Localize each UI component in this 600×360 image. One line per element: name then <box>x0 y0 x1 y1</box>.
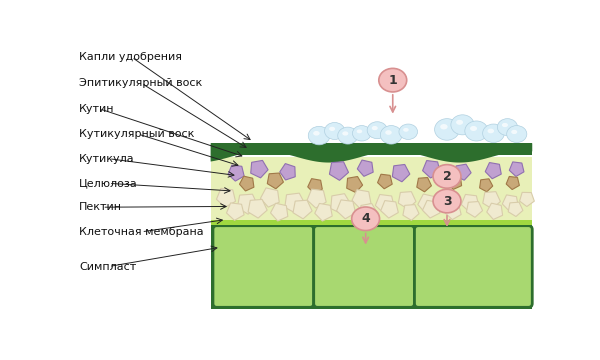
Polygon shape <box>422 161 440 178</box>
Ellipse shape <box>511 130 517 134</box>
Polygon shape <box>520 192 535 207</box>
Text: Пектин: Пектин <box>79 202 122 212</box>
Polygon shape <box>479 179 493 192</box>
Bar <box>211 224 532 309</box>
Ellipse shape <box>470 126 477 131</box>
Ellipse shape <box>313 131 320 136</box>
Polygon shape <box>392 165 410 182</box>
FancyBboxPatch shape <box>314 226 415 307</box>
Ellipse shape <box>451 115 474 135</box>
Ellipse shape <box>385 130 392 135</box>
Polygon shape <box>417 177 431 192</box>
Polygon shape <box>347 176 362 193</box>
Polygon shape <box>508 202 523 216</box>
Ellipse shape <box>356 130 362 133</box>
Ellipse shape <box>433 165 461 188</box>
Polygon shape <box>308 179 322 193</box>
Polygon shape <box>483 192 500 209</box>
Ellipse shape <box>325 122 344 139</box>
Polygon shape <box>352 190 371 209</box>
Polygon shape <box>337 200 356 219</box>
Polygon shape <box>315 203 332 221</box>
Polygon shape <box>403 204 419 220</box>
FancyBboxPatch shape <box>415 226 532 307</box>
Ellipse shape <box>342 131 349 136</box>
Polygon shape <box>509 162 524 176</box>
Ellipse shape <box>482 124 505 143</box>
Polygon shape <box>271 203 288 221</box>
Ellipse shape <box>372 126 378 130</box>
Text: Кутикулярный воск: Кутикулярный воск <box>79 129 194 139</box>
Text: 1: 1 <box>388 74 397 87</box>
Ellipse shape <box>352 126 371 141</box>
Text: Клеточная мембрана: Клеточная мембрана <box>79 227 203 237</box>
Ellipse shape <box>465 121 488 141</box>
Polygon shape <box>329 162 349 180</box>
Ellipse shape <box>506 126 527 143</box>
Polygon shape <box>239 176 254 191</box>
Polygon shape <box>485 163 501 179</box>
Polygon shape <box>227 203 244 220</box>
Ellipse shape <box>440 124 448 130</box>
Polygon shape <box>280 163 295 180</box>
Polygon shape <box>293 200 312 219</box>
Polygon shape <box>502 195 518 211</box>
Ellipse shape <box>380 126 402 144</box>
Polygon shape <box>211 143 532 163</box>
Polygon shape <box>285 193 305 213</box>
Ellipse shape <box>456 120 463 125</box>
Ellipse shape <box>502 123 508 127</box>
Ellipse shape <box>352 207 380 230</box>
Polygon shape <box>237 194 258 214</box>
Polygon shape <box>228 165 244 181</box>
Bar <box>211 143 532 155</box>
Polygon shape <box>267 173 283 189</box>
Text: Кутикула: Кутикула <box>79 154 134 164</box>
Polygon shape <box>260 188 279 207</box>
Polygon shape <box>487 203 503 220</box>
Ellipse shape <box>308 126 330 145</box>
Polygon shape <box>248 199 267 218</box>
Text: Симпласт: Симпласт <box>79 261 136 271</box>
Polygon shape <box>466 202 482 217</box>
Ellipse shape <box>403 128 409 132</box>
Polygon shape <box>381 201 398 218</box>
Text: Эпитикулярный воск: Эпитикулярный воск <box>79 78 202 88</box>
Text: Капли удобрения: Капли удобрения <box>79 52 182 62</box>
Polygon shape <box>331 194 351 214</box>
Polygon shape <box>447 175 461 189</box>
Polygon shape <box>506 176 520 190</box>
Bar <box>211 220 532 225</box>
Text: 2: 2 <box>443 170 451 183</box>
Polygon shape <box>461 194 479 212</box>
Polygon shape <box>307 189 326 208</box>
Ellipse shape <box>379 68 407 92</box>
Polygon shape <box>455 164 471 180</box>
Polygon shape <box>376 194 394 213</box>
Ellipse shape <box>488 129 494 133</box>
Polygon shape <box>217 188 236 207</box>
Ellipse shape <box>338 127 358 144</box>
Polygon shape <box>377 174 392 189</box>
Ellipse shape <box>399 124 418 139</box>
Ellipse shape <box>329 127 335 131</box>
Polygon shape <box>422 201 440 218</box>
Polygon shape <box>418 194 437 213</box>
FancyBboxPatch shape <box>213 226 314 307</box>
Bar <box>211 157 532 220</box>
Ellipse shape <box>434 119 460 140</box>
Ellipse shape <box>497 119 518 136</box>
Polygon shape <box>251 161 268 178</box>
Polygon shape <box>441 191 458 208</box>
Polygon shape <box>360 203 377 221</box>
Text: 3: 3 <box>443 194 451 208</box>
Ellipse shape <box>433 189 461 213</box>
Polygon shape <box>445 203 461 220</box>
Text: Кутин: Кутин <box>79 104 115 114</box>
Text: 4: 4 <box>361 212 370 225</box>
Polygon shape <box>358 160 373 176</box>
Polygon shape <box>398 192 416 209</box>
Ellipse shape <box>367 122 388 139</box>
Text: Целюлоза: Целюлоза <box>79 178 137 188</box>
